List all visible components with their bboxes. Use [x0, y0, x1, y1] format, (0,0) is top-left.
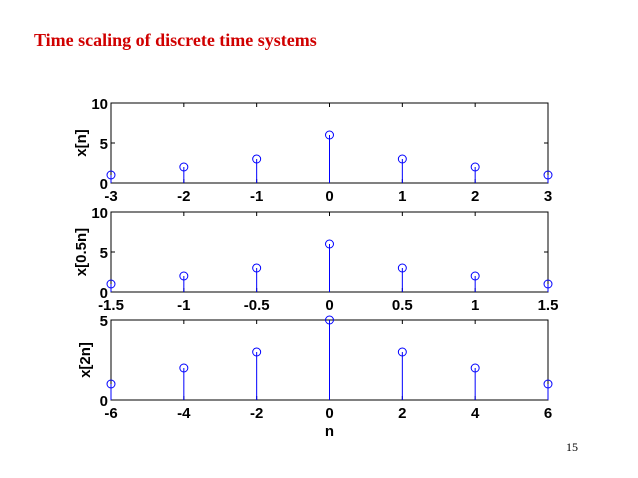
x-tick-label: -0.5 — [244, 297, 270, 314]
stem-marker — [470, 162, 480, 172]
stem-marker — [543, 379, 553, 389]
y-tick-label: 10 — [91, 205, 108, 222]
x-tick-label: -4 — [177, 405, 191, 422]
stem-marker — [543, 279, 553, 289]
stem-marker — [543, 170, 553, 180]
x-tick-label: -6 — [104, 405, 117, 422]
x-tick-label: -1 — [250, 188, 263, 205]
y-tick-label: 5 — [100, 245, 108, 262]
y-tick-label: 5 — [100, 313, 108, 330]
x-tick-label: 1 — [398, 188, 406, 205]
y-tick-label: 0 — [100, 285, 108, 302]
stem-marker — [397, 263, 407, 273]
stem-marker — [397, 154, 407, 164]
y-tick-label: 5 — [100, 136, 108, 153]
x-tick-label: -1.5 — [98, 297, 124, 314]
y-tick-label: 0 — [100, 176, 108, 193]
stem-marker — [470, 363, 480, 373]
x-tick-label: -2 — [177, 188, 190, 205]
x-tick-label: 1 — [471, 297, 479, 314]
stem-marker — [252, 154, 262, 164]
x-axis-label: n — [325, 423, 334, 440]
stem-marker — [179, 162, 189, 172]
x-tick-label: 6 — [544, 405, 552, 422]
y-axis-label: x[n] — [73, 129, 90, 157]
y-tick-label: 0 — [100, 393, 108, 410]
page-number: 15 — [566, 440, 578, 454]
slide-title: Time scaling of discrete time systems — [34, 30, 317, 50]
stem-marker — [106, 170, 116, 180]
stem-marker — [397, 347, 407, 357]
y-axis-label: x[0.5n] — [73, 228, 90, 276]
x-tick-label: 3 — [544, 188, 552, 205]
stem-marker — [179, 271, 189, 281]
x-tick-label: 1.5 — [538, 297, 559, 314]
x-tick-label: 0 — [325, 405, 333, 422]
stem-marker — [106, 379, 116, 389]
subplot-x-n: -3 -2 -1 0 1 2 3 0 5 10x[n] — [73, 96, 553, 205]
y-tick-label: 10 — [91, 96, 108, 113]
stem-marker — [179, 363, 189, 373]
x-tick-label: 2 — [398, 405, 406, 422]
x-tick-label: 0 — [325, 297, 333, 314]
stem-marker — [325, 315, 334, 325]
x-tick-label: -2 — [250, 405, 263, 422]
x-tick-label: 0 — [325, 188, 333, 205]
stem-marker — [325, 130, 334, 140]
y-axis-label: x[2n] — [77, 342, 94, 378]
x-tick-label: 4 — [471, 405, 480, 422]
x-tick-label: 0.5 — [392, 297, 413, 314]
stem-marker — [252, 263, 262, 273]
x-tick-label: 2 — [471, 188, 479, 205]
x-tick-label: -3 — [104, 188, 117, 205]
stem-marker — [470, 271, 480, 281]
x-tick-label: -1 — [177, 297, 190, 314]
stem-marker — [252, 347, 262, 357]
subplot-x-half-n: -1.5 -1 -0.5 0 0.5 1 1.5 0 5 10x[0.5n] — [73, 205, 558, 314]
subplot-x-2n: -6 -4 -2 0 2 4 6 0 5 x[2n] n — [77, 313, 553, 440]
stem-marker — [106, 279, 116, 289]
stem-marker — [325, 239, 334, 249]
